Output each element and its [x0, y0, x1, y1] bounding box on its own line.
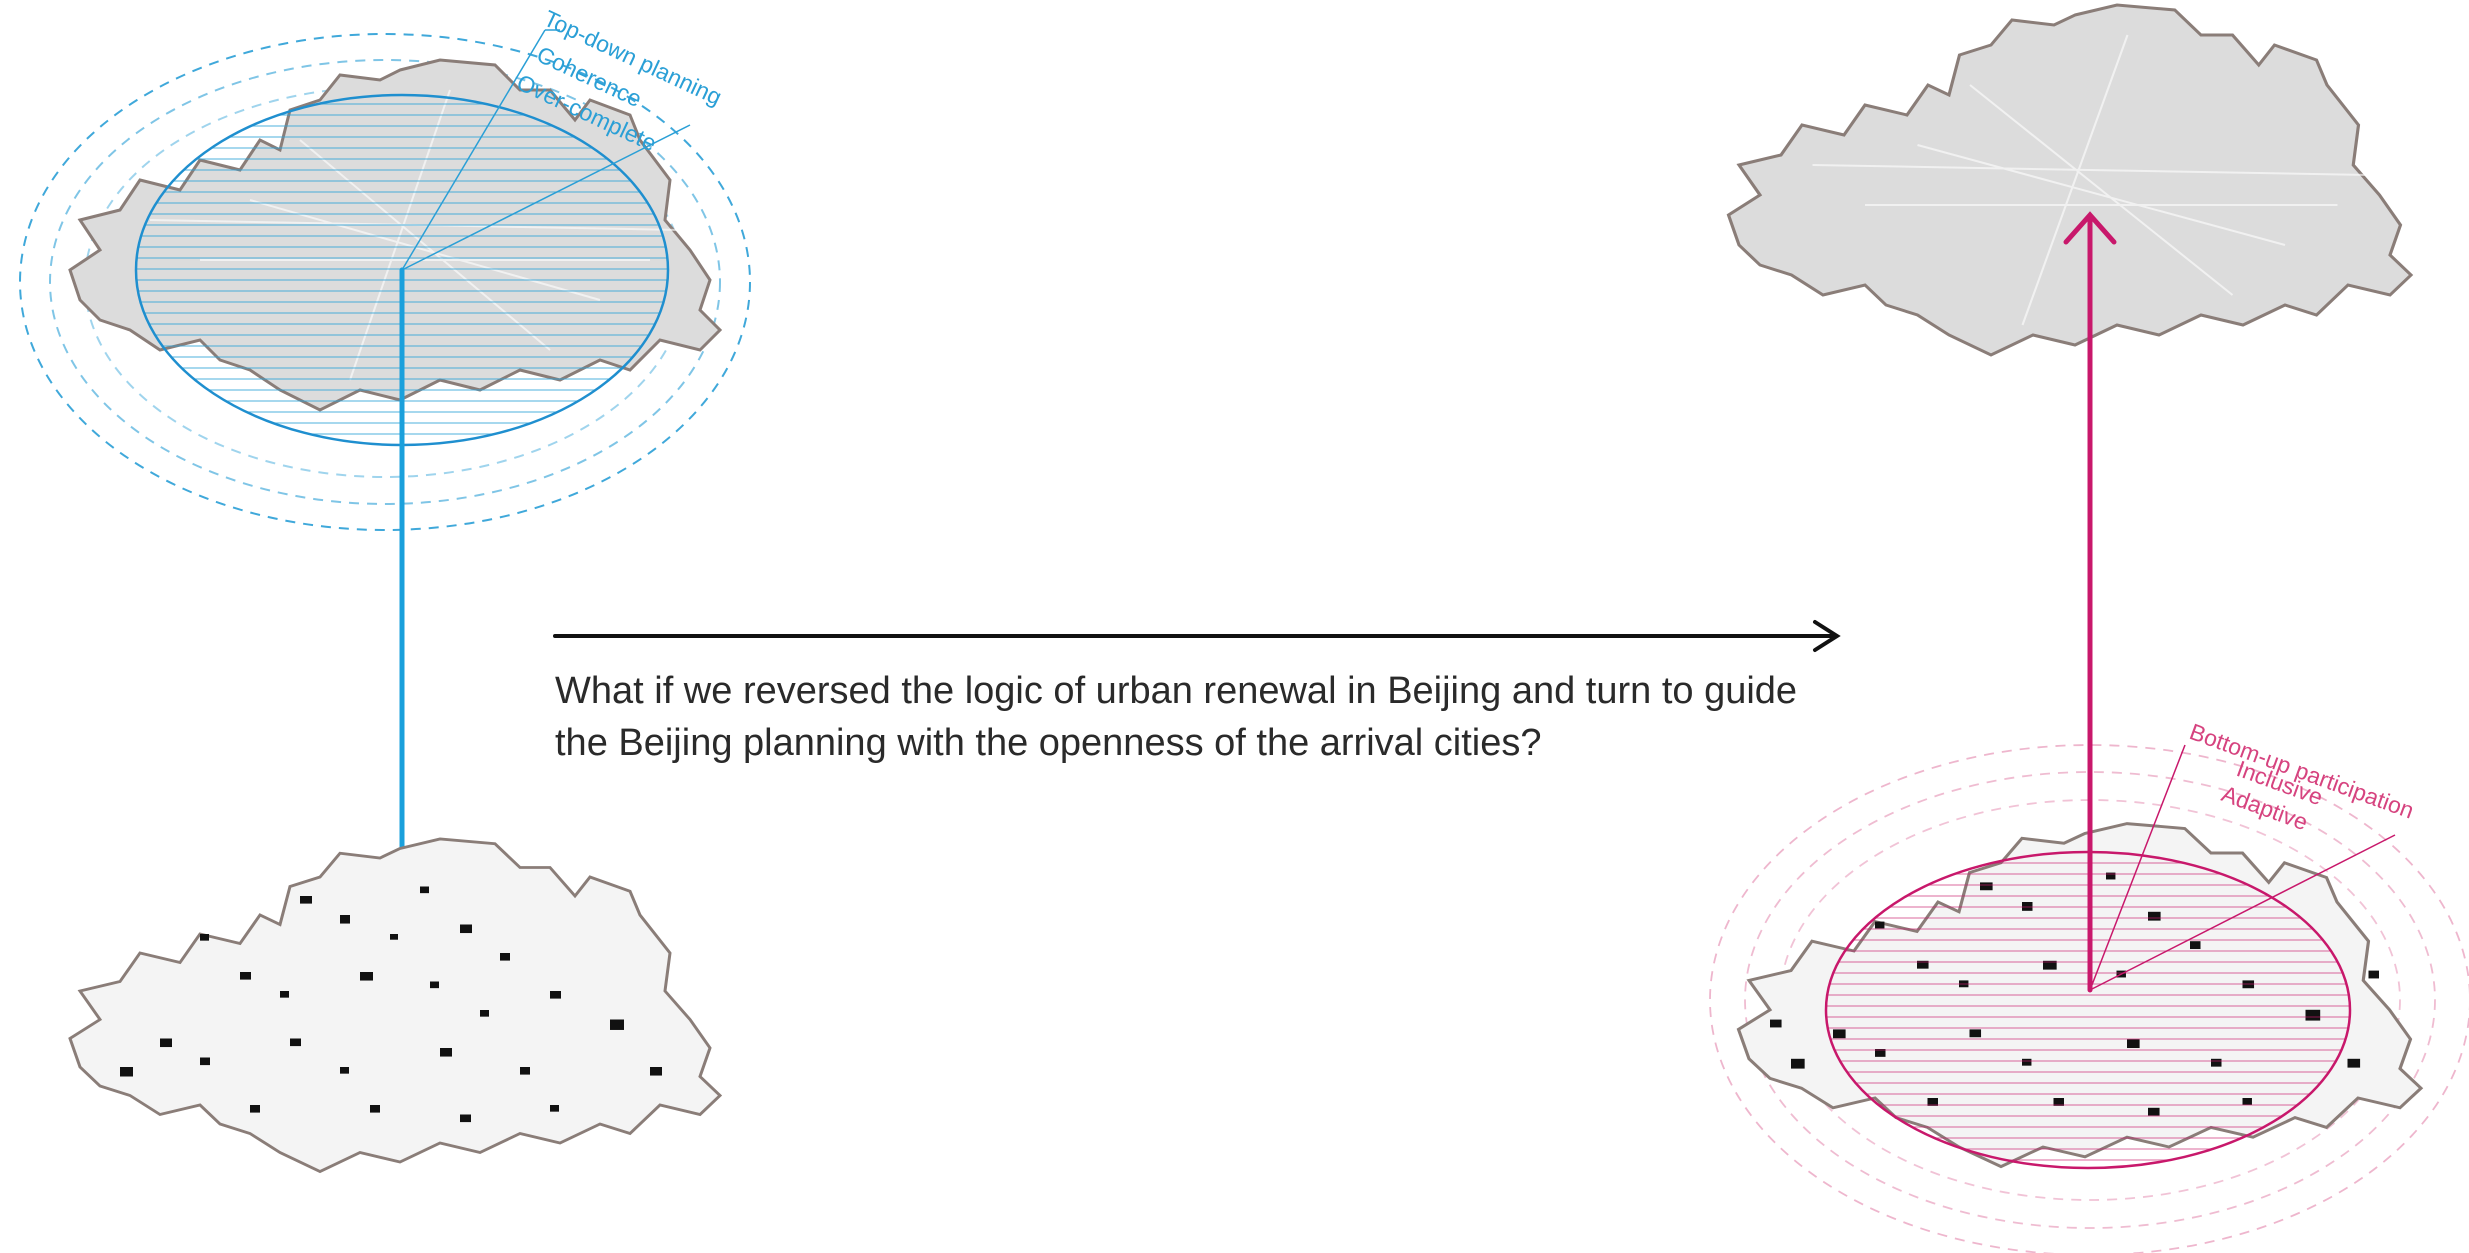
horizontal-arrow — [553, 620, 1841, 652]
bottomup-labels: Bottom-up participation Inclusive Adapti… — [2186, 718, 2417, 835]
spots-left — [120, 886, 662, 1123]
question-line-1: What if we reversed the logic of urban r… — [555, 670, 1798, 712]
question-line-2: the Beijing planning with the openness o… — [555, 722, 1542, 764]
up-arrow-pink — [2063, 211, 2117, 993]
question-text: What if we reversed the logic of urban r… — [555, 665, 1855, 769]
label-leaders-blue — [401, 29, 691, 271]
label-leaders-pink — [2089, 744, 2396, 991]
beijing-map-right-top — [1726, 3, 2413, 357]
spotted-map-left — [68, 837, 722, 1173]
topdown-map-group: Top-down planning Coherence Over-complet… — [19, 5, 751, 531]
